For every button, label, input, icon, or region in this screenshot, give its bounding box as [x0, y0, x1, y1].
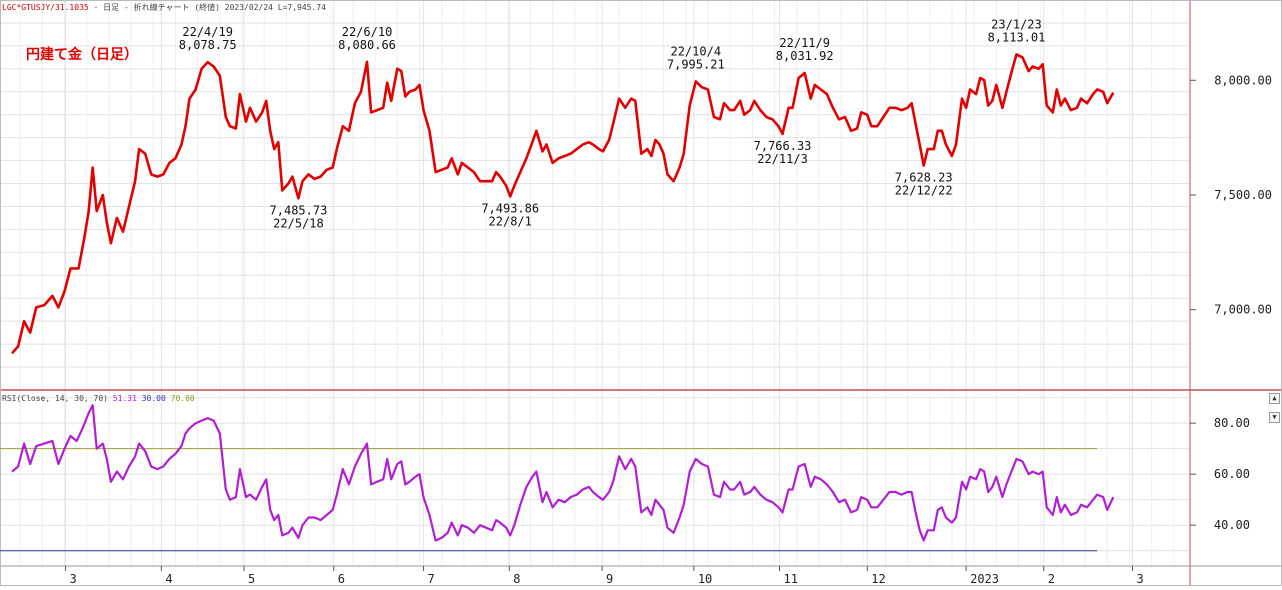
- annotation-7-date: 22/12/22: [895, 184, 953, 198]
- scroll-up-icon[interactable]: ▲: [1269, 393, 1280, 404]
- x-tick-label-3: 6: [338, 572, 345, 586]
- x-tick-label-5: 8: [513, 572, 520, 586]
- price-y-tick-label-1: 7,500.00: [1214, 188, 1272, 202]
- annotation-7-value: 7,628.23: [895, 171, 953, 185]
- x-tick-label-9: 12: [871, 572, 885, 586]
- annotation-4-value: 7,995.21: [667, 57, 725, 71]
- annotation-5-date: 22/11/9: [779, 36, 830, 50]
- rsi-low-value: 30.00: [141, 394, 166, 403]
- price-y-tick-label-2: 8,000.00: [1214, 73, 1272, 87]
- x-tick-label-7: 10: [698, 572, 712, 586]
- chart-title: 円建て金（日足）: [26, 47, 138, 63]
- annotation-4-date: 22/10/4: [670, 44, 721, 58]
- x-tick-label-10: 2023: [970, 572, 999, 586]
- price-series-line: [11, 53, 1115, 355]
- x-tick-label-0: 3: [70, 572, 77, 586]
- annotation-1-date: 22/6/10: [342, 25, 393, 39]
- chart-info-label: - 日足 - 折れ線チャート (終値) 2023/02/24 L=7,945.7…: [88, 3, 326, 12]
- annotation-3-value: 7,493.86: [481, 201, 539, 215]
- annotation-0-value: 8,078.75: [179, 38, 237, 52]
- annotation-2-date: 22/5/18: [273, 216, 324, 230]
- annotation-5-value: 8,031.92: [776, 49, 834, 63]
- price-y-tick-label-0: 7,000.00: [1214, 303, 1272, 317]
- rsi-y-tick-label-0: 40.00: [1214, 518, 1250, 532]
- annotation-8-value: 8,113.01: [988, 30, 1046, 44]
- annotation-6-value: 7,766.33: [754, 139, 812, 153]
- x-tick-label-6: 9: [606, 572, 613, 586]
- annotation-1-value: 8,080.66: [338, 38, 396, 52]
- annotation-3-date: 22/8/1: [489, 214, 532, 228]
- x-tick-label-12: 3: [1137, 572, 1144, 586]
- annotation-6-date: 22/11/3: [757, 152, 808, 166]
- rsi-header: RSI(Close, 14, 30, 70) 51.31 30.00 70.00: [2, 394, 195, 403]
- x-tick-label-1: 4: [165, 572, 172, 586]
- x-tick-label-4: 7: [428, 572, 435, 586]
- symbol-label: LGC*GTUSJY/31.1035: [2, 3, 89, 12]
- annotation-8-date: 23/1/23: [991, 17, 1042, 31]
- rsi-y-tick-label-1: 60.00: [1214, 467, 1250, 481]
- x-tick-label-2: 5: [248, 572, 255, 586]
- annotation-2-value: 7,485.73: [270, 203, 328, 217]
- rsi-high-value: 70.00: [170, 394, 195, 403]
- rsi-label: RSI(Close, 14, 30, 70): [2, 394, 108, 403]
- x-tick-label-11: 2: [1048, 572, 1055, 586]
- chart-header: LGC*GTUSJY/31.1035 - 日足 - 折れ線チャート (終値) 2…: [2, 2, 326, 13]
- annotation-0-date: 22/4/19: [182, 25, 233, 39]
- rsi-value: 51.31: [112, 394, 137, 403]
- x-tick-label-8: 11: [784, 572, 798, 586]
- rsi-series-line: [11, 404, 1115, 542]
- scroll-down-icon[interactable]: ▼: [1269, 412, 1280, 423]
- rsi-y-tick-label-2: 80.00: [1214, 416, 1250, 430]
